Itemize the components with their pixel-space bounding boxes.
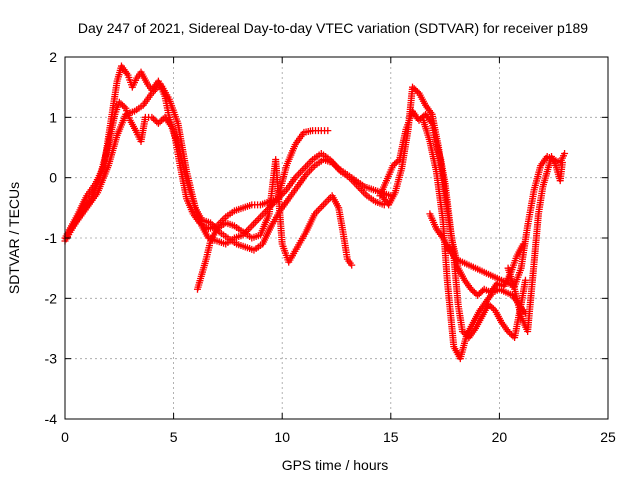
series-track-6 <box>376 107 529 342</box>
x-axis-label: GPS time / hours <box>282 457 389 473</box>
data-point <box>558 159 566 167</box>
data-point <box>521 276 529 284</box>
data-point <box>392 159 400 167</box>
series-track-9 <box>504 153 566 336</box>
data-point <box>475 290 483 298</box>
y-tick-label: 0 <box>49 170 57 186</box>
y-tick-label: 1 <box>49 109 57 125</box>
data-point <box>148 113 156 121</box>
data-point <box>151 116 159 124</box>
data-point <box>115 98 123 106</box>
data-point <box>389 162 397 170</box>
data-point <box>507 331 515 339</box>
data-point <box>324 127 332 135</box>
data-point <box>391 160 399 168</box>
x-tick-label: 15 <box>383 429 399 445</box>
series-track-8 <box>426 150 569 290</box>
data-point <box>467 285 475 293</box>
data-point <box>150 115 158 123</box>
data-point <box>418 113 426 121</box>
x-tick-label: 25 <box>600 429 616 445</box>
y-tick-label: -1 <box>45 230 58 246</box>
data-point <box>413 88 421 96</box>
data-point <box>156 118 164 126</box>
data-point <box>117 100 125 108</box>
y-tick-label: 2 <box>49 49 57 65</box>
data-point <box>477 288 485 296</box>
y-tick-label: -3 <box>45 351 58 367</box>
x-tick-label: 0 <box>61 429 69 445</box>
data-point <box>410 85 418 93</box>
data-point <box>504 328 512 336</box>
data-point <box>489 305 497 313</box>
x-tick-label: 10 <box>274 429 290 445</box>
grid-lines <box>65 57 608 419</box>
chart-title: Day 247 of 2021, Sidereal Day-to-day VTE… <box>78 20 588 36</box>
data-point <box>486 302 494 310</box>
data-point <box>394 157 402 165</box>
data-point <box>458 328 466 336</box>
data-point <box>119 101 127 109</box>
data-point <box>154 119 162 127</box>
y-tick-label: -4 <box>45 411 58 427</box>
data-points <box>61 62 569 363</box>
x-tick-label: 20 <box>492 429 508 445</box>
data-point <box>561 150 569 158</box>
data-point <box>158 116 166 124</box>
data-point <box>474 291 482 299</box>
data-point <box>470 288 478 296</box>
data-point <box>488 303 496 311</box>
x-tick-label: 5 <box>170 429 178 445</box>
data-point <box>348 261 356 269</box>
data-point <box>469 287 477 295</box>
axis-ticks: 0 5 10 15 20 25 -4 -3 -2 -1 0 1 2 <box>45 49 616 445</box>
data-point <box>409 83 417 91</box>
y-tick-label: -2 <box>45 290 58 306</box>
series-track-4 <box>193 156 356 293</box>
data-point <box>120 103 128 111</box>
data-point <box>412 86 420 94</box>
y-axis-label: SDTVAR / TECUs <box>6 182 22 294</box>
